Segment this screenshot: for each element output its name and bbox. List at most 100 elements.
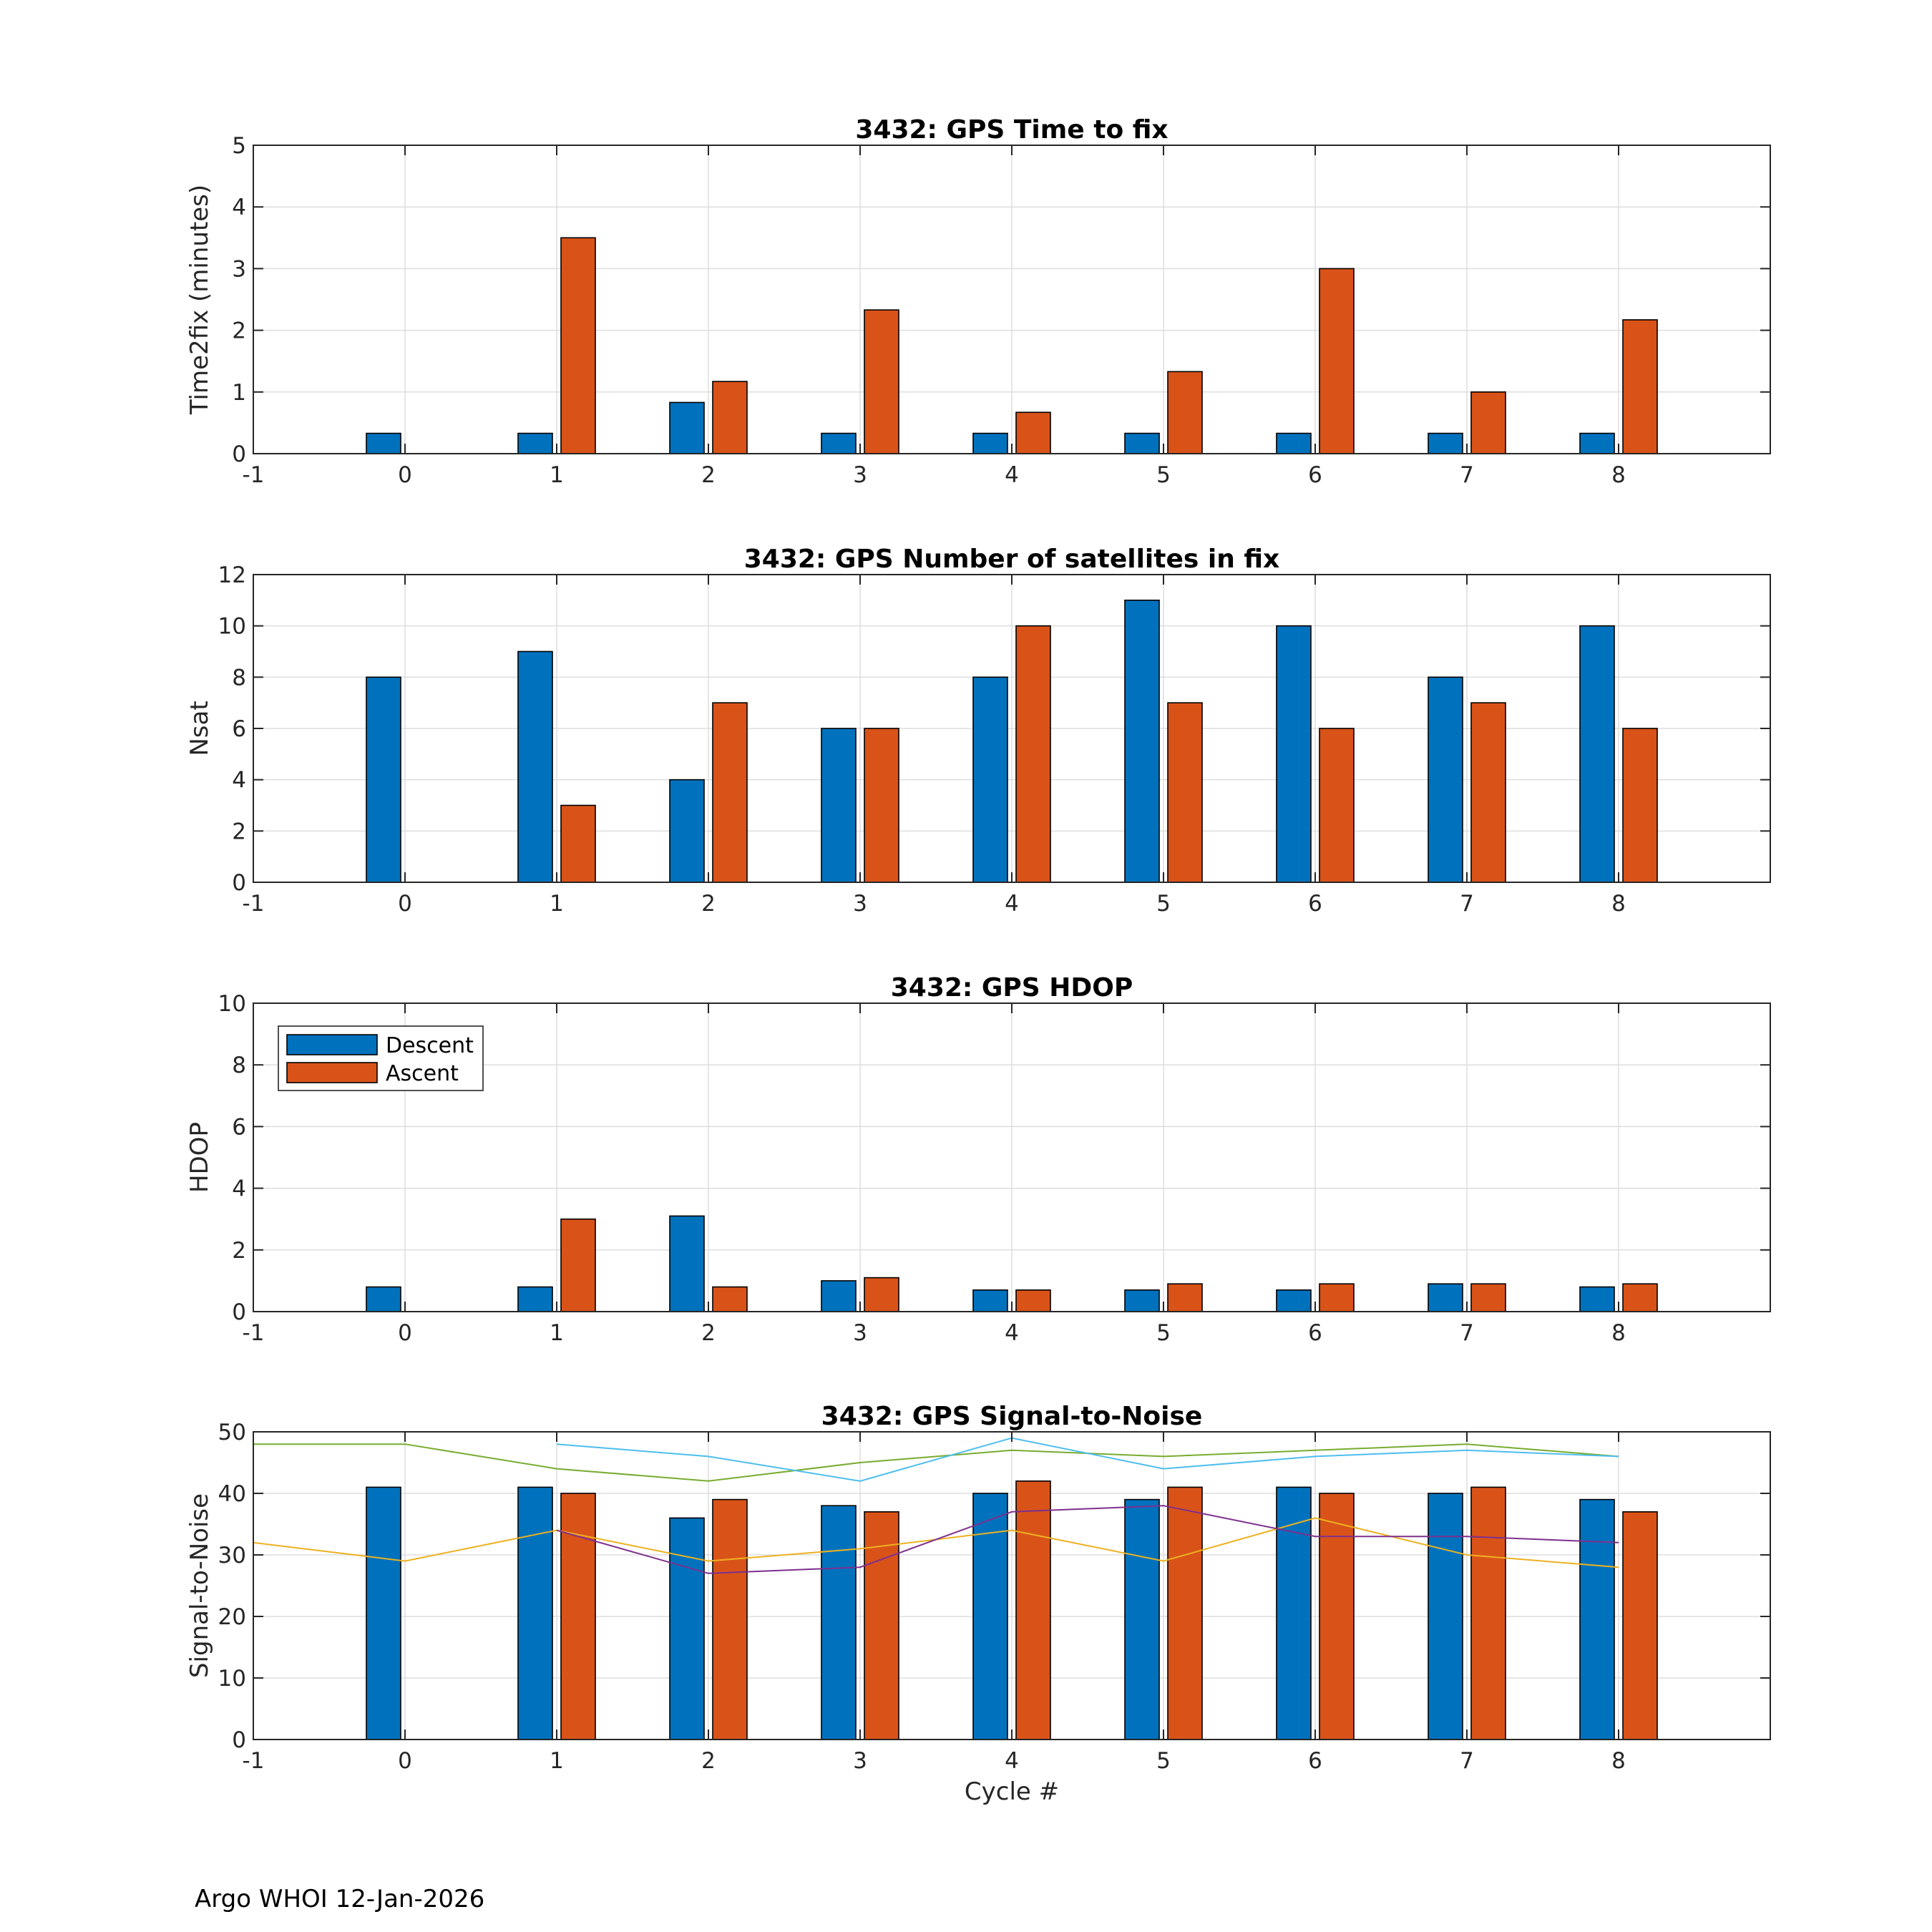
bar-ascent — [1015, 411, 1051, 454]
x-tick-label: 7 — [1460, 1320, 1474, 1346]
bar-ascent — [712, 1498, 748, 1740]
bar-descent — [821, 1505, 857, 1740]
x-tick-label: 6 — [1308, 891, 1322, 917]
bar-descent — [1276, 1289, 1312, 1312]
x-tick-label: 7 — [1460, 1748, 1474, 1774]
bar-ascent — [712, 381, 748, 454]
bar-descent — [821, 1280, 857, 1312]
y-axis-label: Signal-to-Noise — [185, 1493, 214, 1678]
x-tick-label: 0 — [398, 891, 412, 917]
y-tick-label: 10 — [218, 1666, 246, 1692]
bar-descent — [1124, 432, 1160, 454]
bar-descent — [517, 1286, 553, 1312]
x-tick-label: 8 — [1611, 462, 1626, 488]
x-tick-label: 4 — [1005, 891, 1019, 917]
x-tick-label: 0 — [398, 1320, 412, 1346]
legend-swatch-ascent — [286, 1062, 378, 1083]
bar-descent — [821, 728, 857, 883]
x-tick-label: -1 — [243, 891, 265, 917]
footer-text: Argo WHOI 12-Jan-2026 — [195, 1885, 485, 1913]
x-tick-label: 2 — [701, 891, 716, 917]
bar-ascent — [1622, 728, 1658, 883]
x-tick-label: 8 — [1611, 1320, 1626, 1346]
chart-title: 3432: GPS HDOP — [891, 973, 1133, 1002]
y-tick-label: 4 — [232, 1176, 246, 1202]
y-axis-label: HDOP — [185, 1122, 214, 1193]
bar-ascent — [1015, 1480, 1051, 1740]
snr-line-4 — [556, 1437, 1619, 1482]
bar-ascent — [1470, 1486, 1506, 1740]
bar-ascent — [712, 702, 748, 883]
bar-descent — [1124, 600, 1160, 883]
x-tick-label: 4 — [1005, 462, 1019, 488]
bar-descent — [972, 676, 1008, 883]
y-tick-label: 40 — [218, 1481, 246, 1507]
x-tick-label: 4 — [1005, 1320, 1019, 1346]
bar-ascent — [1470, 702, 1506, 883]
bar-descent — [1276, 432, 1312, 454]
x-tick-label: 1 — [550, 462, 564, 488]
bar-descent — [517, 1486, 553, 1740]
x-axis-label: Cycle # — [965, 1777, 1059, 1806]
x-tick-label: 7 — [1460, 462, 1474, 488]
y-tick-label: 3 — [232, 256, 246, 282]
snr-line-3 — [253, 1443, 1619, 1482]
y-tick-label: 0 — [232, 441, 246, 467]
x-tick-label: 8 — [1611, 891, 1626, 917]
y-tick-label: 0 — [232, 870, 246, 896]
y-tick-label: 6 — [232, 1114, 246, 1140]
y-tick-label: 12 — [218, 562, 246, 588]
y-tick-label: 10 — [218, 614, 246, 640]
y-axis-label: Time2fix (minutes) — [185, 185, 214, 415]
x-tick-label: -1 — [243, 462, 265, 488]
bar-descent — [1579, 625, 1615, 883]
bar-ascent — [1319, 268, 1355, 454]
bar-descent — [669, 401, 705, 454]
y-tick-label: 0 — [232, 1299, 246, 1325]
y-tick-label: 6 — [232, 716, 246, 742]
bar-ascent — [864, 309, 899, 454]
y-tick-label: 8 — [232, 665, 246, 691]
y-tick-label: 4 — [232, 768, 246, 794]
chart-title: 3432: GPS Time to fix — [855, 115, 1168, 145]
x-tick-label: 8 — [1611, 1748, 1626, 1774]
y-tick-label: 8 — [232, 1053, 246, 1078]
bar-descent — [972, 432, 1008, 454]
bar-descent — [821, 432, 857, 454]
bar-descent — [1579, 1498, 1615, 1740]
x-tick-label: 6 — [1308, 1748, 1322, 1774]
x-tick-label: -1 — [243, 1748, 265, 1774]
x-tick-label: 2 — [701, 462, 716, 488]
y-tick-label: 4 — [232, 195, 246, 220]
y-axis-label: Nsat — [185, 701, 214, 756]
bar-ascent — [1319, 1493, 1355, 1740]
x-tick-label: 4 — [1005, 1748, 1019, 1774]
bar-ascent — [1167, 371, 1203, 454]
bar-descent — [1428, 676, 1463, 883]
bar-descent — [1579, 1286, 1615, 1312]
x-tick-label: 3 — [853, 462, 867, 488]
bar-descent — [1124, 1498, 1160, 1740]
x-tick-label: 3 — [853, 891, 867, 917]
bar-descent — [669, 1215, 705, 1312]
bar-descent — [1428, 1493, 1463, 1740]
bar-descent — [972, 1493, 1008, 1740]
chart-title: 3432: GPS Number of satellites in fix — [744, 545, 1280, 574]
bar-ascent — [560, 1493, 596, 1740]
bar-descent — [1428, 1283, 1463, 1312]
bar-ascent — [1470, 391, 1506, 454]
bar-descent — [1428, 432, 1463, 454]
bar-descent — [366, 1486, 401, 1740]
bar-ascent — [560, 804, 596, 883]
chart-title: 3432: GPS Signal-to-Noise — [821, 1402, 1203, 1431]
legend-label-descent: Descent — [386, 1033, 474, 1058]
x-tick-label: 0 — [398, 462, 412, 488]
bar-ascent — [560, 1218, 596, 1312]
y-tick-label: 2 — [232, 819, 246, 844]
bar-ascent — [1319, 728, 1355, 883]
bar-ascent — [1167, 1486, 1203, 1740]
bar-ascent — [864, 1511, 899, 1740]
x-tick-label: 1 — [550, 891, 564, 917]
